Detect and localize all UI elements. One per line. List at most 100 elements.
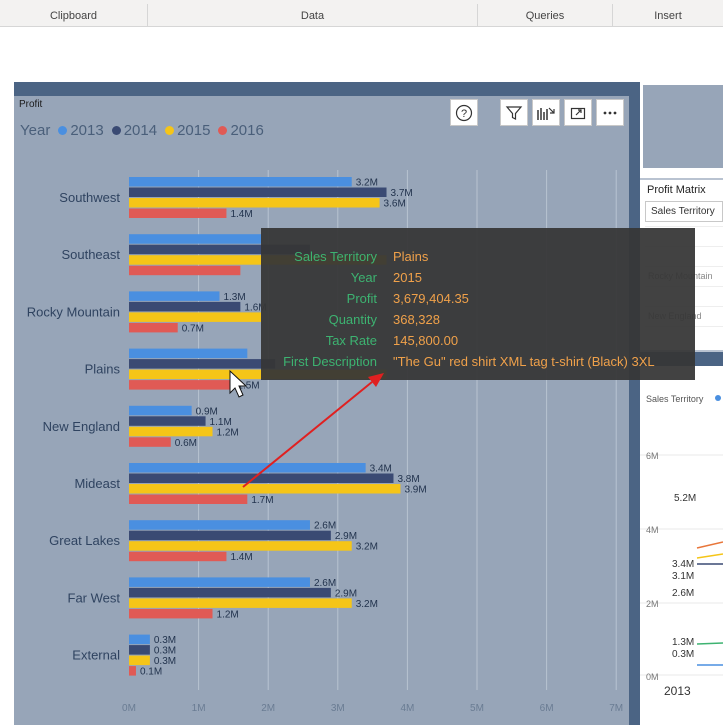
x-tick-label: 1M bbox=[192, 703, 206, 714]
help-button[interactable]: ? bbox=[450, 99, 478, 126]
tooltip-row: Sales Territory Plains bbox=[261, 249, 695, 269]
bar-data-label: 3.2M bbox=[356, 178, 378, 189]
bar-data-label: 2.6M bbox=[314, 578, 336, 589]
bar-2015[interactable] bbox=[129, 255, 387, 265]
category-label[interactable]: Great Lakes bbox=[49, 533, 120, 548]
legend-item-2014[interactable]: 2014 bbox=[111, 122, 158, 139]
matrix-field-select[interactable]: Sales Territory bbox=[645, 201, 723, 222]
drill-icon bbox=[537, 107, 555, 120]
tooltip-key: First Description bbox=[283, 354, 377, 369]
bar-2015[interactable] bbox=[129, 312, 262, 322]
bar-2013[interactable] bbox=[129, 234, 262, 244]
more-options-button[interactable] bbox=[596, 99, 624, 126]
bar-2013[interactable] bbox=[129, 177, 352, 187]
x-tick-label: 6M bbox=[540, 703, 554, 714]
tooltip-row: Quantity 368,328 bbox=[261, 312, 695, 332]
bar-2016[interactable] bbox=[129, 551, 227, 562]
bar-2014[interactable] bbox=[129, 645, 150, 655]
category-label[interactable]: Southeast bbox=[61, 247, 120, 262]
bar-2013[interactable] bbox=[129, 463, 366, 473]
category-label[interactable]: Far West bbox=[68, 590, 121, 605]
bar-2016[interactable] bbox=[129, 265, 241, 276]
bar-2015[interactable] bbox=[129, 369, 387, 380]
line-chart-plot bbox=[640, 395, 723, 676]
bar-2015[interactable] bbox=[129, 541, 352, 551]
bar-2013[interactable] bbox=[129, 520, 310, 530]
bar-2016[interactable] bbox=[129, 666, 136, 676]
bar-data-label: 0.6M bbox=[175, 438, 197, 449]
drill-button[interactable] bbox=[532, 99, 560, 126]
bar-2016[interactable] bbox=[129, 608, 213, 619]
ribbon-group-bar: Clipboard Data Queries Insert bbox=[0, 4, 723, 27]
bar-data-label: 0.3M bbox=[154, 646, 176, 657]
bar-2016[interactable] bbox=[129, 208, 227, 219]
bar-2014[interactable] bbox=[129, 244, 310, 255]
matrix-row[interactable] bbox=[645, 226, 723, 246]
line-ytick: 4M bbox=[646, 525, 659, 535]
tooltip-value: 3,679,404.35 bbox=[393, 291, 469, 306]
category-label[interactable]: Mideast bbox=[74, 476, 120, 491]
legend-dot-icon bbox=[58, 126, 68, 135]
bar-2014[interactable] bbox=[129, 301, 241, 312]
bar-data-label: 3.2M bbox=[356, 599, 378, 610]
visual-title: Profit bbox=[19, 99, 43, 110]
bar-2015[interactable] bbox=[129, 484, 401, 494]
visual-toolbar bbox=[500, 99, 624, 126]
bar-2014[interactable] bbox=[129, 359, 276, 369]
focus-mode-icon bbox=[570, 107, 586, 119]
bar-2013[interactable] bbox=[129, 405, 192, 416]
category-label[interactable]: New England bbox=[43, 419, 120, 434]
bar-2016[interactable] bbox=[129, 380, 234, 390]
right-top-visual-fill[interactable] bbox=[643, 85, 723, 168]
filter-button[interactable] bbox=[500, 99, 528, 126]
bar-data-label: 3.9M bbox=[404, 485, 426, 496]
bar-data-label: 2.9M bbox=[335, 531, 357, 542]
line-series bbox=[696, 541, 723, 549]
bar-2014[interactable] bbox=[129, 187, 387, 198]
bar-2013[interactable] bbox=[129, 577, 310, 587]
bar-2016[interactable] bbox=[129, 494, 248, 505]
category-label[interactable]: Southwest bbox=[59, 190, 120, 205]
tooltip-row: Tax Rate 145,800.00 bbox=[261, 333, 695, 353]
ribbon-group-clipboard[interactable]: Clipboard bbox=[0, 4, 148, 27]
bar-2014[interactable] bbox=[129, 530, 331, 541]
focus-mode-button[interactable] bbox=[564, 99, 592, 126]
category-label[interactable]: External bbox=[72, 648, 120, 663]
bar-2015[interactable] bbox=[129, 655, 150, 666]
ribbon-group-data[interactable]: Data bbox=[148, 4, 478, 27]
visual-right-border bbox=[629, 82, 640, 725]
bar-data-label: 3.2M bbox=[356, 542, 378, 553]
category-label[interactable]: Plains bbox=[85, 362, 121, 377]
bar-data-label: 1.7M bbox=[251, 495, 273, 506]
line-data-label: 3.1M bbox=[672, 571, 695, 582]
bar-2013[interactable] bbox=[129, 291, 220, 301]
line-data-label: 5.2M bbox=[674, 493, 697, 504]
legend-label: 2014 bbox=[123, 122, 158, 139]
legend-item-2013[interactable]: 2013 bbox=[58, 122, 104, 139]
ribbon-group-queries[interactable]: Queries bbox=[478, 4, 613, 27]
bar-2016[interactable] bbox=[129, 437, 171, 447]
line-series bbox=[696, 642, 723, 645]
bar-2015[interactable] bbox=[129, 598, 352, 608]
bar-2016[interactable] bbox=[129, 322, 178, 333]
bar-2014[interactable] bbox=[129, 587, 331, 598]
bar-2015[interactable] bbox=[129, 426, 213, 437]
bar-2013[interactable] bbox=[129, 348, 248, 359]
bar-data-label: 0.3M bbox=[154, 656, 176, 667]
line-data-label: 2.6M bbox=[672, 588, 695, 599]
bar-data-label: 0.9M bbox=[196, 406, 218, 417]
line-chart-visual[interactable] bbox=[640, 352, 723, 725]
bar-data-label: 1.6M bbox=[244, 302, 266, 313]
matrix-title: Profit Matrix bbox=[647, 184, 706, 196]
legend-item-2016[interactable]: 2016 bbox=[218, 122, 264, 139]
svg-text:?: ? bbox=[461, 108, 467, 120]
bar-2013[interactable] bbox=[129, 634, 150, 645]
legend-item-2015[interactable]: 2015 bbox=[165, 122, 210, 139]
bar-data-label: 0.3M bbox=[154, 635, 176, 646]
bar-2014[interactable] bbox=[129, 473, 394, 484]
bar-2015[interactable] bbox=[129, 198, 380, 208]
ribbon-group-insert[interactable]: Insert bbox=[654, 9, 682, 22]
bar-2014[interactable] bbox=[129, 416, 206, 426]
line-ytick: 6M bbox=[646, 451, 659, 461]
category-label[interactable]: Rocky Mountain bbox=[27, 304, 120, 319]
